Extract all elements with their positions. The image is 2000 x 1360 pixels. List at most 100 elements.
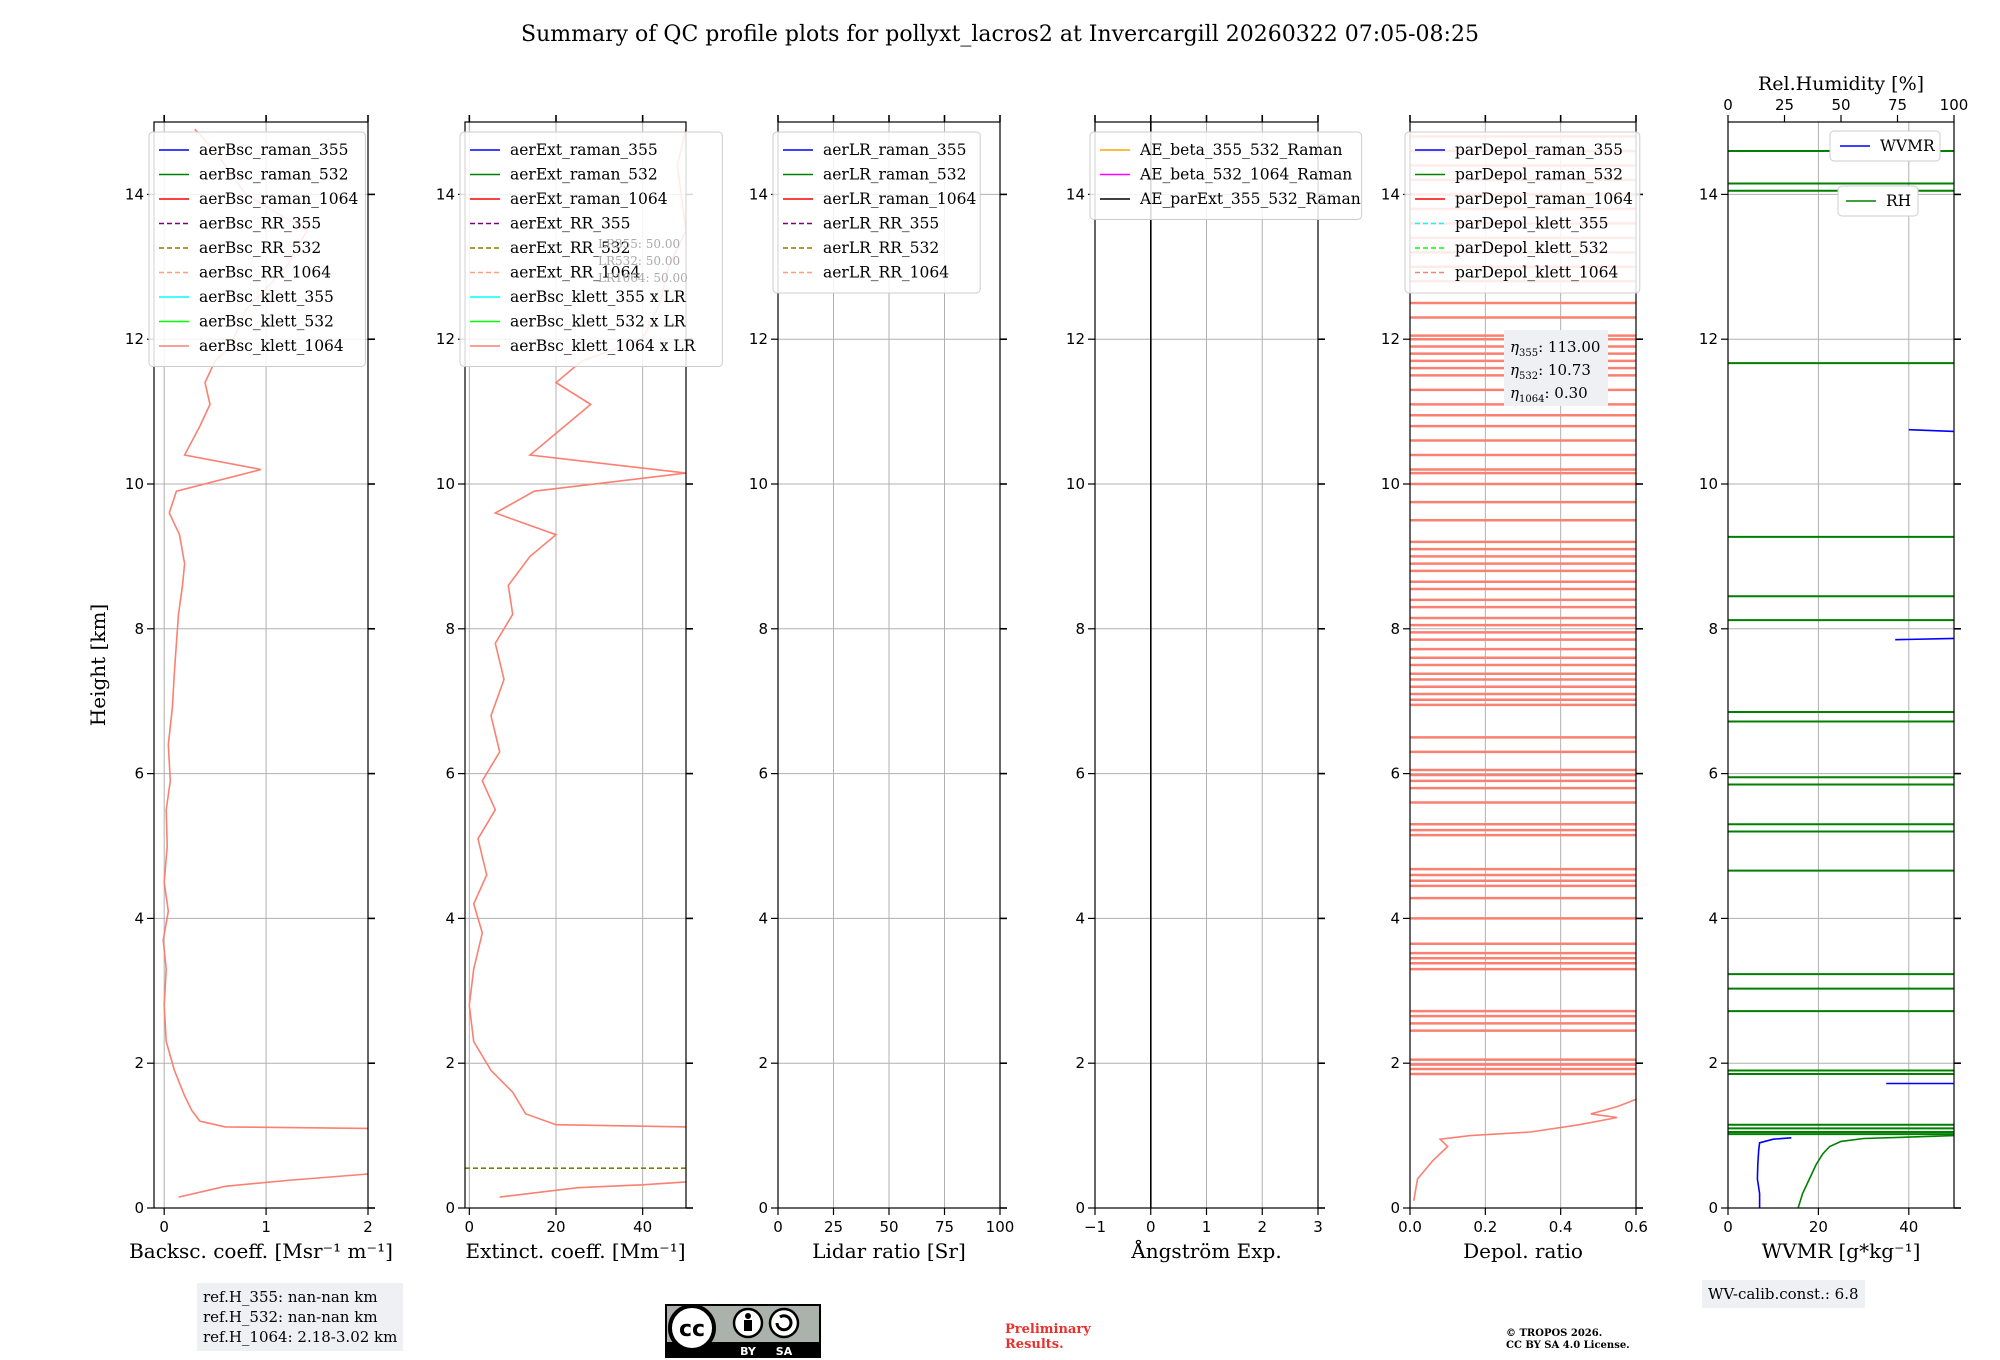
y-tick-label: 12 [436, 330, 455, 348]
y-tick-label: 8 [1708, 620, 1718, 638]
panel-wvmr_rh: 0 20 40 0 2 4 6 8 10 12 14 0 25 50 75 100 Rel.Humidity [… [1699, 73, 1969, 1263]
legend-entry: aerBsc_klett_355 [199, 288, 334, 306]
legend-box [772, 131, 981, 294]
y-tick-label: 10 [436, 475, 455, 493]
ref-height-1064: ref.H_1064: 2.18-3.02 km [203, 1328, 398, 1346]
legend-entry: aerBsc_raman_355 [199, 141, 349, 159]
y-tick-label: 0 [758, 1199, 768, 1217]
by-text: BY [740, 1345, 757, 1358]
legend-entry: aerBsc_RR_1064 [199, 264, 331, 282]
x-axis-label: WVMR [g*kg⁻¹] [1762, 1239, 1921, 1263]
x-tick-label: 0 [773, 1218, 783, 1236]
x2-tick-label: 100 [1940, 96, 1969, 114]
series-aerbsc-klett-1064-x-lr [499, 1181, 686, 1198]
y-tick-label: 2 [1075, 1054, 1085, 1072]
plot-area [1728, 149, 1954, 1208]
x-axis-label: Extinct. coeff. [Mm⁻¹] [465, 1239, 685, 1263]
legend-entry: aerBsc_RR_355 [199, 215, 321, 233]
cc-by-sa-logo: cc BY SA [665, 1304, 821, 1358]
legend-entry: aerBsc_klett_1064 x LR [510, 337, 697, 355]
y-tick-label: 8 [758, 620, 768, 638]
x-tick-label: 20 [1809, 1218, 1828, 1236]
x-tick-label: 75 [935, 1218, 954, 1236]
y-tick-label: 12 [1066, 330, 1085, 348]
legend-entry: parDepol_raman_355 [1455, 141, 1623, 159]
x-tick-label: 2 [1257, 1218, 1267, 1236]
legend-entry: parDepol_klett_1064 [1455, 264, 1618, 282]
x-tick-label: 0.0 [1398, 1218, 1422, 1236]
y-tick-label: 8 [445, 620, 455, 638]
y-tick-label: 2 [1708, 1054, 1718, 1072]
y-tick-label: 2 [134, 1054, 144, 1072]
y-tick-label: 6 [1075, 765, 1085, 783]
y-tick-label: 8 [134, 620, 144, 638]
legend-box [1089, 131, 1363, 220]
x-tick-label: 50 [879, 1218, 898, 1236]
legend-entry: AE_parExt_355_532_Raman [1139, 190, 1361, 208]
y-tick-label: 12 [1699, 330, 1718, 348]
x-tick-label: 25 [824, 1218, 843, 1236]
legend-entry: aerBsc_klett_1064 [199, 337, 344, 355]
wv-calib-const: WV-calib.const.: 6.8 [1708, 1285, 1859, 1303]
y-tick-label: 14 [1699, 185, 1718, 203]
y-tick-label: 10 [1381, 475, 1400, 493]
y-tick-label: 14 [125, 185, 144, 203]
copyright-note: © TROPOS 2026. CC BY SA 4.0 License. [1506, 1328, 1630, 1352]
x-axis-label: Backsc. coeff. [Msr⁻¹ m⁻¹] [129, 1239, 393, 1263]
x2-tick-label: 75 [1888, 96, 1907, 114]
x-axis-label: Lidar ratio [Sr] [812, 1239, 966, 1263]
legend-box-wvmr [1829, 130, 1941, 162]
x-tick-label: 0 [1146, 1218, 1156, 1236]
x-tick-label: 0 [159, 1218, 169, 1236]
legend-entry-rh: RH [1886, 192, 1911, 210]
plot-area [1410, 135, 1636, 1201]
legend-entry: aerLR_RR_1064 [823, 264, 949, 282]
y-tick-label: 6 [1390, 765, 1400, 783]
x2-tick-label: 25 [1775, 96, 1794, 114]
wv-calib-box: WV-calib.const.: 6.8 [1702, 1280, 1865, 1308]
panel-lidar_ratio: 0 25 50 75 100 0 2 4 6 8 10 12 14 Lidar ratio [Sr] aer… [749, 115, 1014, 1263]
axes-frame [464, 121, 687, 1209]
x-tick-label: 0.4 [1549, 1218, 1573, 1236]
series-pardepol-klett-1064 [1413, 1098, 1636, 1201]
y-tick-label: 0 [1390, 1199, 1400, 1217]
ref-height-532: ref.H_532: nan-nan km [203, 1308, 378, 1326]
lr-value: LR532: 50.00 [598, 254, 680, 268]
legend-entry: AE_beta_532_1064_Raman [1139, 166, 1352, 184]
legend-box-rh [1837, 185, 1919, 217]
legend-entry: aerBsc_raman_532 [199, 166, 349, 184]
legend-entry: aerExt_RR_355 [510, 215, 631, 233]
x-tick-label: 100 [986, 1218, 1015, 1236]
y-tick-label: 4 [1708, 909, 1718, 927]
eta-value-532: η532: 10.73 [1510, 361, 1591, 382]
eta-value-355: η355: 113.00 [1510, 338, 1600, 359]
copyright-line1: © TROPOS 2026. [1506, 1328, 1603, 1339]
lr-value: LR1064: 50.00 [598, 271, 688, 285]
preliminary-line1: Preliminary [1005, 1322, 1091, 1337]
copyright-line2: CC BY SA 4.0 License. [1506, 1340, 1630, 1351]
legend-entry: parDepol_klett_532 [1455, 239, 1608, 257]
legend-entry: aerExt_RR_532 [510, 239, 631, 257]
x2-tick-label: 0 [1723, 96, 1733, 114]
reference-height-box: ref.H_355: nan-nan km ref.H_532: nan-nan… [197, 1283, 404, 1351]
legend-entry-wvmr: WVMR [1880, 137, 1936, 155]
x-tick-label: 0 [1723, 1218, 1733, 1236]
x-tick-label: −1 [1084, 1218, 1106, 1236]
y-tick-label: 2 [758, 1054, 768, 1072]
legend-entry: aerBsc_klett_532 x LR [510, 313, 687, 331]
x-tick-label: 1 [1202, 1218, 1212, 1236]
y-tick-label: 4 [758, 909, 768, 927]
x2-tick-label: 50 [1831, 96, 1850, 114]
legend-box [1404, 131, 1641, 294]
series-rh [1797, 1134, 1954, 1208]
x-tick-label: 40 [1899, 1218, 1918, 1236]
legend-entry: aerBsc_RR_532 [199, 239, 321, 257]
x-tick-label: 0 [465, 1218, 475, 1236]
series-wvmr [1756, 1137, 1792, 1208]
x-tick-label: 2 [363, 1218, 373, 1236]
x-tick-label: 3 [1313, 1218, 1323, 1236]
lr-value: LR355: 50.00 [598, 237, 680, 251]
y-tick-label: 6 [758, 765, 768, 783]
